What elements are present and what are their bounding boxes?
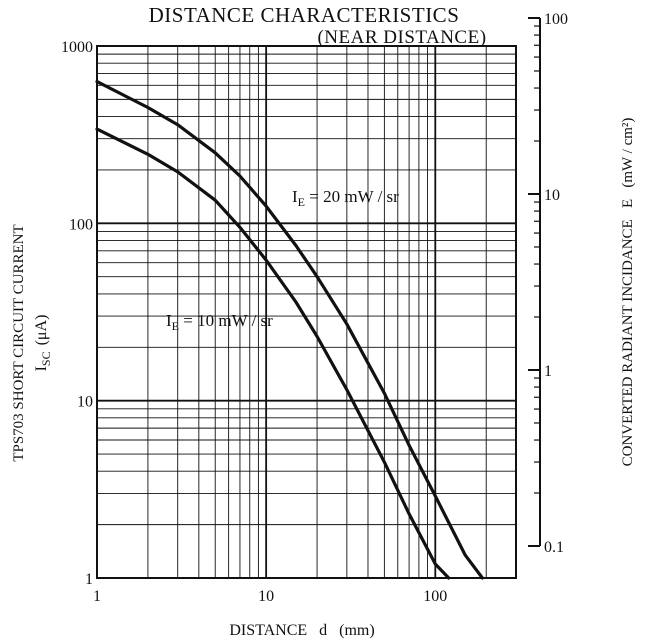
y2-tick-label: 10 [544,187,560,204]
y-tick-label: 100 [69,216,93,233]
right-axis-label: CONVERTED RADIANT INCIDANCE E (mW / cm²) [620,118,636,467]
chart-title: DISTANCE CHARACTERISTICS [149,3,460,27]
series-line-ie-10 [95,127,451,580]
x-tick-label: 10 [258,588,274,605]
y-axis-label-symbol: ISC(μA) [33,315,53,372]
right-axis [528,17,541,547]
series-line-ie-20 [95,80,484,580]
y2-tick-label: 1 [544,363,552,380]
x-tick-label: 100 [423,588,447,605]
chart-subtitle: (NEAR DISTANCE) [317,27,486,48]
x-tick-label: 1 [93,588,101,605]
grid [97,46,516,578]
y-tick-label: 10 [77,394,93,411]
tick-labels: 1 10 100 1 10 100 1000 0.1 1 10 100 [61,11,568,605]
y-tick-label: 1 [85,571,93,588]
y2-tick-label: 100 [544,11,568,28]
series-group: IE = 20 mW / sr IE = 10 mW / sr [95,80,484,580]
plot-frame [96,45,517,579]
series-label-ie-20: IE = 20 mW / sr [292,187,399,209]
y2-tick-label: 0.1 [544,539,564,556]
y-tick-label: 1000 [61,39,93,56]
y-axis-label: TPS703 SHORT CIRCUIT CURRENT [11,224,27,461]
x-axis-label: DISTANCE d (mm) [229,622,374,639]
series-label-ie-10: IE = 10 mW / sr [166,311,273,333]
